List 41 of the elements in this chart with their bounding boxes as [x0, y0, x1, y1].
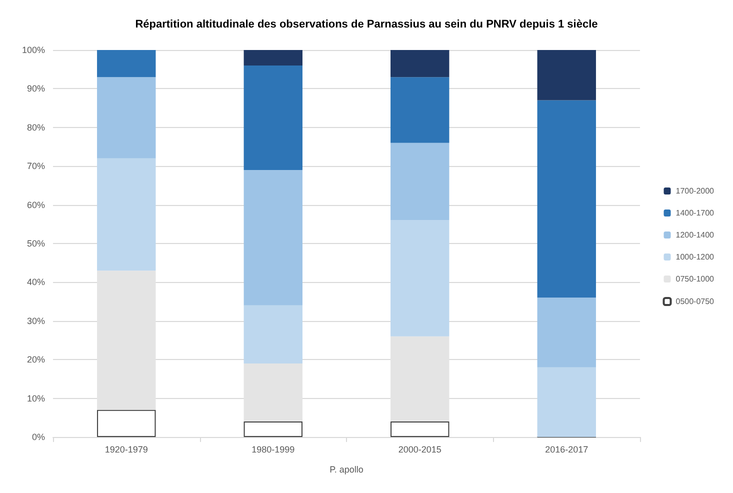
bar: [97, 158, 156, 271]
y-tick-label: 80%: [26, 122, 45, 132]
bar: [244, 305, 302, 364]
bar: [244, 170, 302, 306]
bar: [537, 50, 596, 100]
bar: [537, 100, 596, 298]
y-tick-label: 100%: [22, 45, 45, 55]
x-tick-label: 1920-1979: [104, 444, 148, 454]
legend-label: 0500-0750: [676, 297, 715, 306]
bar: [97, 50, 156, 78]
bar: [244, 65, 302, 170]
bar: [244, 422, 302, 437]
legend-label: 1400-1700: [676, 208, 715, 218]
y-tick-label: 30%: [26, 316, 45, 326]
chart-title: Répartition altitudinale des observations de Parnassius au sein du PNRV depuis 1 siècle: [135, 18, 598, 30]
y-tick-label: 40%: [26, 277, 45, 288]
y-tick-label: 10%: [26, 393, 45, 404]
bar: [390, 142, 450, 220]
y-tick-label: 60%: [26, 200, 45, 210]
bar: [390, 50, 450, 78]
x-tick-label: 2016-2017: [545, 444, 588, 454]
legend-label: 1200-1400: [676, 230, 715, 240]
bar: [97, 77, 156, 158]
bar: [390, 77, 450, 143]
x-tick-label: 2000-2015: [398, 444, 442, 454]
y-tick-label: 50%: [26, 238, 45, 248]
bar: [97, 410, 156, 437]
x-axis-title: P. apollo: [330, 464, 364, 474]
y-tick-label: 90%: [26, 84, 45, 94]
y-tick-label: 70%: [26, 161, 45, 172]
legend-label: 0750-1000: [676, 274, 715, 284]
bar: [390, 220, 450, 336]
bar: [390, 422, 450, 437]
y-tick-label: 20%: [26, 354, 45, 365]
bar: [537, 298, 596, 368]
y-tick-label: 0%: [32, 432, 45, 442]
bar: [244, 50, 302, 66]
legend-label: 1000-1200: [676, 252, 715, 262]
legend-label: 1700-2000: [676, 186, 715, 196]
bar: [537, 367, 596, 437]
x-tick-label: 1980-1999: [252, 444, 295, 454]
